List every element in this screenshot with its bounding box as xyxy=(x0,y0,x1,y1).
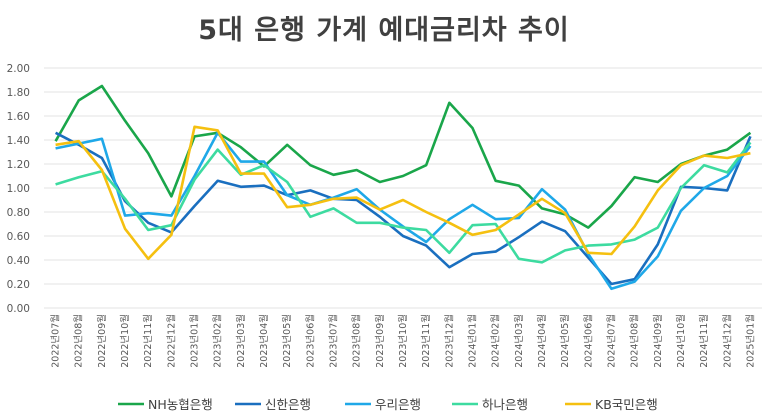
y-tick-label: 0.40 xyxy=(7,255,30,267)
x-tick-label: 2024년08월 xyxy=(629,314,641,368)
legend-label: NH농협은행 xyxy=(148,397,213,412)
x-tick-label: 2022년12월 xyxy=(165,314,177,368)
x-tick-label: 2024년09월 xyxy=(652,314,664,368)
legend-label: KB국민은행 xyxy=(595,397,658,412)
y-tick-label: 1.60 xyxy=(7,111,30,123)
x-tick-label: 2024년04월 xyxy=(536,314,548,368)
x-tick-label: 2024년01월 xyxy=(466,314,478,368)
legend-label: 하나은행 xyxy=(482,397,528,412)
y-tick-label: 0.20 xyxy=(7,279,30,291)
x-tick-label: 2023년05월 xyxy=(281,314,293,368)
legend-label: 신한은행 xyxy=(265,397,311,412)
x-tick-label: 2023년03월 xyxy=(235,314,247,368)
x-tick-label: 2023년07월 xyxy=(328,314,340,368)
x-tick-label: 2025년01월 xyxy=(744,314,756,368)
x-tick-label: 2022년10월 xyxy=(119,314,131,368)
y-tick-label: 1.20 xyxy=(7,159,30,171)
y-tick-label: 1.40 xyxy=(7,135,30,147)
x-tick-label: 2024년10월 xyxy=(675,314,687,368)
x-tick-label: 2024년05월 xyxy=(559,314,571,368)
x-tick-label: 2022년08월 xyxy=(73,314,85,368)
series-line-4 xyxy=(55,125,751,261)
y-tick-label: 1.00 xyxy=(7,183,30,195)
x-tick-label: 2023년12월 xyxy=(443,314,455,368)
y-tick-label: 0.80 xyxy=(7,207,30,219)
x-tick-label: 2022년09월 xyxy=(96,314,108,368)
x-tick-label: 2023년09월 xyxy=(374,314,386,368)
x-tick-label: 2024년02월 xyxy=(490,314,502,368)
y-tick-label: 0.00 xyxy=(7,303,30,315)
series-line-0 xyxy=(54,84,752,229)
x-tick-label: 2023년08월 xyxy=(351,314,363,368)
y-tick-label: 1.80 xyxy=(7,87,30,99)
y-tick-label: 0.60 xyxy=(7,231,30,243)
x-tick-label: 2023년06월 xyxy=(304,314,316,368)
x-tick-label: 2023년04월 xyxy=(258,314,270,368)
x-tick-label: 2024년07월 xyxy=(605,314,617,368)
x-tick-label: 2023년10월 xyxy=(397,314,409,368)
x-tick-label: 2022년11월 xyxy=(142,314,154,368)
x-tick-label: 2023년01월 xyxy=(189,314,201,368)
series-line-3 xyxy=(55,141,752,264)
legend-label: 우리은행 xyxy=(375,397,421,412)
x-tick-label: 2024년06월 xyxy=(582,314,594,368)
chart-title: 5대 은행 가계 예대금리차 추이 xyxy=(198,15,570,46)
x-tick-label: 2023년02월 xyxy=(212,314,224,368)
y-tick-label: 2.00 xyxy=(7,63,30,75)
x-tick-label: 2024년11월 xyxy=(698,314,710,368)
x-tick-label: 2022년07월 xyxy=(50,314,62,368)
x-tick-label: 2024년03월 xyxy=(513,314,525,368)
x-tick-label: 2023년11월 xyxy=(420,314,432,368)
x-tick-label: 2024년12월 xyxy=(721,314,733,368)
